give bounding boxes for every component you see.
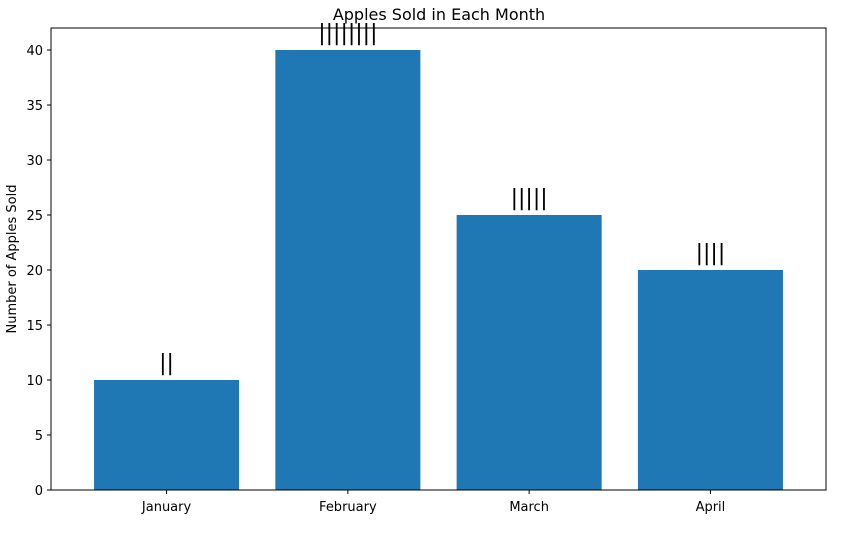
bar-march [456, 215, 602, 490]
bar-january [94, 380, 240, 490]
y-tick-label: 20 [26, 264, 43, 279]
bar-february [275, 50, 421, 490]
y-tick-label: 35 [26, 99, 43, 114]
x-tick-label: April [696, 500, 726, 515]
x-tick-label: January [141, 500, 192, 515]
bars-group [94, 50, 783, 490]
x-tick-label: March [509, 500, 549, 515]
y-tick-label: 15 [26, 319, 43, 334]
y-tick-label: 40 [26, 44, 43, 59]
y-tick-label: 25 [26, 209, 43, 224]
x-axis-ticks: January February March April [141, 490, 725, 515]
bar-label-april: |||| [696, 241, 726, 266]
x-tick-label: February [319, 500, 377, 515]
y-tick-label: 30 [26, 154, 43, 169]
bar-label-february: |||||||| [318, 21, 377, 46]
bar-labels-group: ||||||||||||||||||| [159, 21, 725, 376]
y-axis-ticks: 0 5 10 15 20 25 30 35 40 [26, 44, 51, 499]
y-axis-label: Number of Apples Sold [5, 185, 20, 334]
bar-april [637, 270, 783, 490]
bar-label-march: ||||| [511, 186, 548, 211]
y-tick-label: 5 [35, 429, 43, 444]
bar-label-january: || [159, 351, 174, 376]
plot-frame [50, 27, 827, 491]
chart-title: Apples Sold in Each Month [333, 5, 545, 24]
y-tick-label: 0 [35, 484, 43, 499]
y-tick-label: 10 [26, 374, 43, 389]
